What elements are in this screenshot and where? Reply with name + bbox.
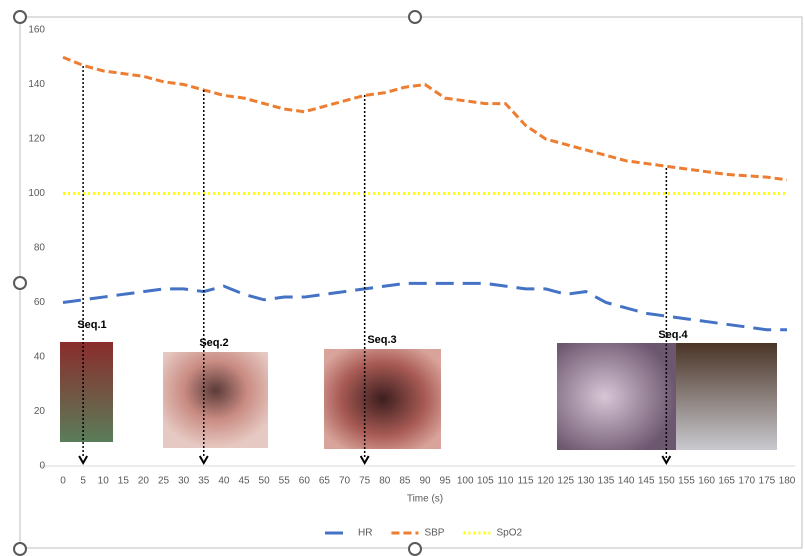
handle[interactable] [14,11,26,23]
series-line [63,283,787,329]
annotation-arrow [79,456,87,463]
handle[interactable] [409,11,421,23]
x-tick-label: 35 [198,476,210,487]
y-tick-label: 80 [34,243,46,254]
x-tick-label: 140 [618,476,635,487]
x-tick-label: 135 [598,476,615,487]
x-tick-label: 25 [158,476,170,487]
photo [324,349,441,449]
x-tick-label: 40 [218,476,230,487]
legend-label: HR [358,528,372,539]
x-tick-label: 30 [178,476,190,487]
x-tick-label: 175 [759,476,776,487]
x-tick-label: 90 [419,476,431,487]
annotation-label: Seq.4 [658,329,688,341]
x-tick-label: 115 [518,476,534,487]
x-tick-label: 85 [399,476,411,487]
x-tick-label: 130 [578,476,595,487]
x-tick-label: 60 [299,476,311,487]
annotation-label: Seq.1 [77,319,106,331]
annotation-arrow [200,456,208,463]
y-tick-label: 140 [28,79,45,90]
x-tick-label: 160 [698,476,715,487]
x-tick-label: 180 [779,476,796,487]
x-tick-label: 150 [658,476,675,487]
x-tick-label: 50 [259,476,271,487]
y-tick-label: 40 [34,352,46,363]
x-tick-label: 45 [238,476,250,487]
x-tick-label: 15 [118,476,130,487]
x-tick-label: 0 [60,476,66,487]
x-tick-label: 65 [319,476,331,487]
annotation-label: Seq.2 [199,337,228,349]
y-tick-label: 120 [28,134,45,145]
x-tick-label: 105 [477,476,494,487]
x-axis-title: Time (s) [407,494,443,505]
y-tick-label: 160 [28,25,45,36]
photo [676,343,777,450]
photos [60,342,777,450]
x-tick-label: 5 [80,476,86,487]
x-tick-label: 95 [440,476,452,487]
x-tick-label: 55 [279,476,291,487]
legend-label: SBP [424,528,444,539]
annotation-arrow [361,456,369,463]
x-tick-label: 110 [497,476,513,487]
photo [163,352,268,448]
y-tick-label: 0 [39,461,45,472]
handle[interactable] [14,277,26,289]
x-tick-label: 70 [339,476,351,487]
handle[interactable] [14,543,26,555]
x-tick-label: 170 [738,476,755,487]
y-tick-label: 100 [28,188,45,199]
x-tick-label: 20 [138,476,150,487]
x-tick-label: 120 [537,476,554,487]
legend-label: SpO2 [496,528,522,539]
annotation-label: Seq.3 [367,334,396,346]
x-tick-label: 165 [718,476,735,487]
series-line [63,57,787,180]
y-tick-label: 60 [34,297,46,308]
x-tick-label: 155 [678,476,695,487]
photo [557,343,676,450]
x-tick-label: 125 [557,476,574,487]
chart: Time (s) 0 20 40 60 80 100 120 140 160 0 5 10 15 20 25… [0,0,805,556]
x-tick-label: 100 [457,476,474,487]
x-tick-label: 10 [98,476,110,487]
x-tick-label: 75 [359,476,371,487]
x-tick-label: 145 [638,476,655,487]
y-tick-label: 20 [34,406,46,417]
photo [60,342,113,442]
handle[interactable] [409,543,421,555]
x-tick-label: 80 [379,476,391,487]
